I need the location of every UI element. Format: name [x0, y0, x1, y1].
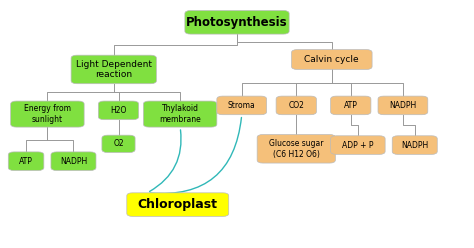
Text: NADPH: NADPH — [60, 157, 87, 166]
FancyBboxPatch shape — [127, 193, 228, 216]
Text: Photosynthesis: Photosynthesis — [186, 16, 288, 29]
Text: Light Dependent
reaction: Light Dependent reaction — [76, 60, 152, 79]
FancyBboxPatch shape — [276, 96, 316, 115]
FancyBboxPatch shape — [257, 134, 336, 163]
FancyBboxPatch shape — [392, 136, 437, 154]
Text: CO2: CO2 — [288, 101, 304, 110]
FancyBboxPatch shape — [331, 136, 385, 154]
Text: ADP + P: ADP + P — [342, 141, 374, 150]
FancyBboxPatch shape — [8, 152, 44, 171]
Text: Thylakoid
membrane: Thylakoid membrane — [159, 104, 201, 124]
FancyBboxPatch shape — [102, 135, 135, 153]
FancyBboxPatch shape — [10, 101, 84, 127]
FancyBboxPatch shape — [71, 55, 156, 84]
FancyBboxPatch shape — [331, 96, 371, 115]
FancyBboxPatch shape — [51, 152, 96, 171]
Text: ATP: ATP — [19, 157, 33, 166]
FancyBboxPatch shape — [292, 50, 372, 69]
Text: ATP: ATP — [344, 101, 358, 110]
FancyBboxPatch shape — [185, 10, 289, 34]
FancyBboxPatch shape — [378, 96, 428, 115]
Text: NADPH: NADPH — [401, 141, 428, 150]
Text: Glucose sugar
(C6 H12 O6): Glucose sugar (C6 H12 O6) — [269, 139, 323, 159]
Text: NADPH: NADPH — [389, 101, 417, 110]
FancyBboxPatch shape — [98, 101, 138, 120]
Text: Energy from
sunlight: Energy from sunlight — [24, 104, 71, 124]
Text: H2O: H2O — [110, 106, 127, 115]
FancyBboxPatch shape — [217, 96, 266, 115]
Text: Chloroplast: Chloroplast — [138, 198, 218, 211]
Text: Calvin cycle: Calvin cycle — [304, 55, 359, 64]
Text: O2: O2 — [113, 139, 124, 148]
Text: Stroma: Stroma — [228, 101, 255, 110]
FancyBboxPatch shape — [143, 101, 217, 127]
